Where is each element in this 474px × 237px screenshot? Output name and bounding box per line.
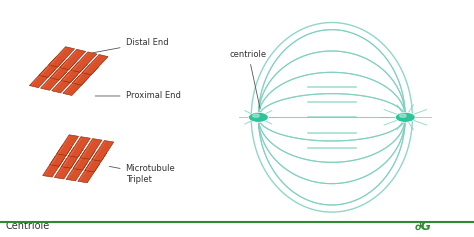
Polygon shape	[83, 56, 100, 72]
Circle shape	[253, 114, 259, 117]
Polygon shape	[93, 141, 106, 159]
Polygon shape	[39, 57, 65, 77]
Polygon shape	[51, 147, 64, 164]
Polygon shape	[68, 137, 91, 157]
Polygon shape	[43, 156, 64, 177]
Polygon shape	[63, 149, 75, 166]
Polygon shape	[73, 65, 99, 85]
Polygon shape	[73, 53, 89, 70]
Polygon shape	[64, 76, 81, 93]
Polygon shape	[52, 61, 68, 77]
Polygon shape	[55, 158, 76, 179]
Polygon shape	[56, 160, 68, 177]
Polygon shape	[82, 55, 108, 75]
Circle shape	[248, 112, 268, 122]
Polygon shape	[92, 141, 114, 161]
Polygon shape	[73, 149, 95, 170]
Text: centriole: centriole	[230, 50, 267, 109]
Polygon shape	[52, 73, 78, 93]
Polygon shape	[40, 70, 66, 90]
Polygon shape	[50, 48, 67, 64]
Polygon shape	[57, 135, 79, 155]
Circle shape	[400, 114, 406, 117]
Polygon shape	[61, 62, 87, 82]
Polygon shape	[50, 146, 72, 166]
Polygon shape	[42, 71, 59, 88]
Polygon shape	[31, 68, 47, 85]
Polygon shape	[53, 74, 70, 90]
Text: ∂G: ∂G	[415, 220, 432, 233]
Polygon shape	[63, 63, 80, 80]
Polygon shape	[44, 157, 56, 175]
Polygon shape	[74, 150, 87, 168]
Polygon shape	[82, 140, 94, 157]
Polygon shape	[85, 151, 107, 172]
Polygon shape	[71, 52, 97, 72]
Polygon shape	[66, 160, 88, 181]
Polygon shape	[61, 50, 78, 67]
Polygon shape	[48, 47, 74, 67]
Polygon shape	[86, 152, 99, 170]
Polygon shape	[78, 162, 100, 183]
Circle shape	[395, 112, 415, 122]
Polygon shape	[62, 147, 83, 168]
Polygon shape	[58, 136, 71, 153]
Polygon shape	[79, 163, 91, 181]
Text: Distal End: Distal End	[93, 38, 168, 53]
Text: Microtubule
Triplet: Microtubule Triplet	[109, 164, 175, 184]
Polygon shape	[63, 75, 89, 96]
Polygon shape	[60, 49, 86, 70]
Polygon shape	[29, 67, 55, 88]
Polygon shape	[40, 58, 57, 75]
Polygon shape	[50, 60, 76, 80]
Polygon shape	[67, 161, 80, 179]
Text: Centriole: Centriole	[6, 221, 50, 231]
Polygon shape	[80, 139, 102, 159]
Text: Proximal End: Proximal End	[95, 91, 181, 100]
Polygon shape	[70, 138, 82, 155]
Polygon shape	[74, 66, 91, 83]
